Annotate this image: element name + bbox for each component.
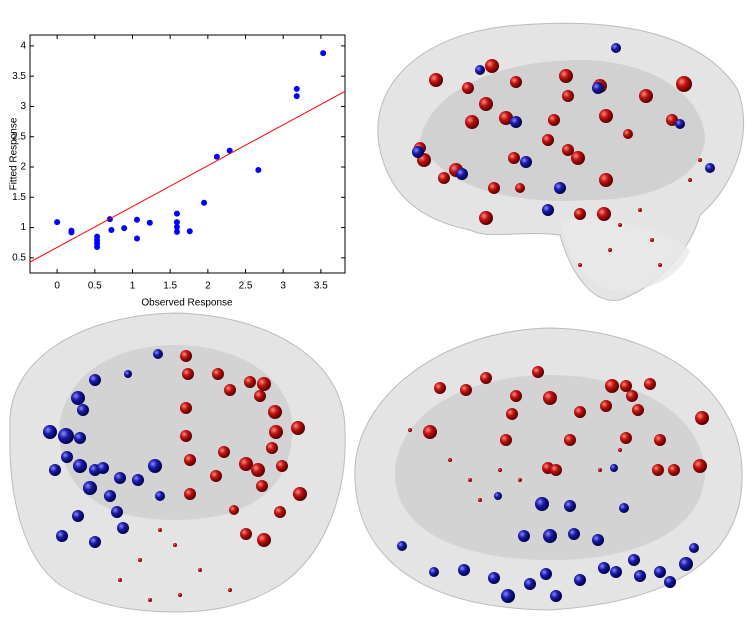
- point: [121, 225, 127, 231]
- y-tick-label: 2: [20, 162, 26, 173]
- point: [94, 244, 100, 250]
- x-tick-label: 0: [54, 281, 60, 292]
- point: [54, 219, 60, 225]
- y-tick-label: 2.5: [12, 131, 26, 142]
- x-tick-label: 3: [280, 281, 286, 292]
- point: [294, 86, 300, 92]
- figure: Observed Response Fitted Response 0 0.5 1 1…: [0, 0, 755, 633]
- x-tick-label: 3.5: [314, 281, 328, 292]
- x-tick-label: 0.5: [88, 281, 102, 292]
- brain-sagittal: [378, 23, 744, 300]
- point: [320, 50, 326, 56]
- y-tick-label: 0.5: [12, 253, 26, 264]
- y-tick-label: 3: [20, 101, 26, 112]
- point: [134, 217, 140, 223]
- plot-frame: [30, 35, 345, 273]
- canvas: Observed Response Fitted Response 0 0.5 1 1…: [0, 0, 755, 633]
- x-tick-label: 2: [205, 281, 211, 292]
- brain-coronal: [10, 313, 345, 612]
- point: [187, 228, 193, 234]
- x-tick-label: 1: [130, 281, 136, 292]
- x-axis-label: Observed Response: [141, 298, 233, 309]
- scatter-plot: Observed Response Fitted Response 0 0.5 1 1…: [9, 35, 345, 309]
- point: [201, 200, 207, 206]
- point: [68, 229, 74, 235]
- point: [147, 220, 153, 226]
- point: [294, 93, 300, 99]
- y-tick-label: 1.5: [12, 192, 26, 203]
- y-tick-label: 3.5: [12, 71, 26, 82]
- y-axis-label: Fitted Response: [9, 117, 20, 190]
- point: [174, 229, 180, 235]
- point: [255, 167, 261, 173]
- point: [214, 154, 220, 160]
- y-tick-label: 4: [20, 41, 26, 52]
- x-tick-label: 2.5: [239, 281, 253, 292]
- point: [108, 227, 114, 233]
- point: [174, 211, 180, 217]
- point: [134, 235, 140, 241]
- x-tick-label: 1.5: [163, 281, 177, 292]
- y-tick-label: 1: [20, 222, 26, 233]
- brain-axial: [355, 328, 742, 610]
